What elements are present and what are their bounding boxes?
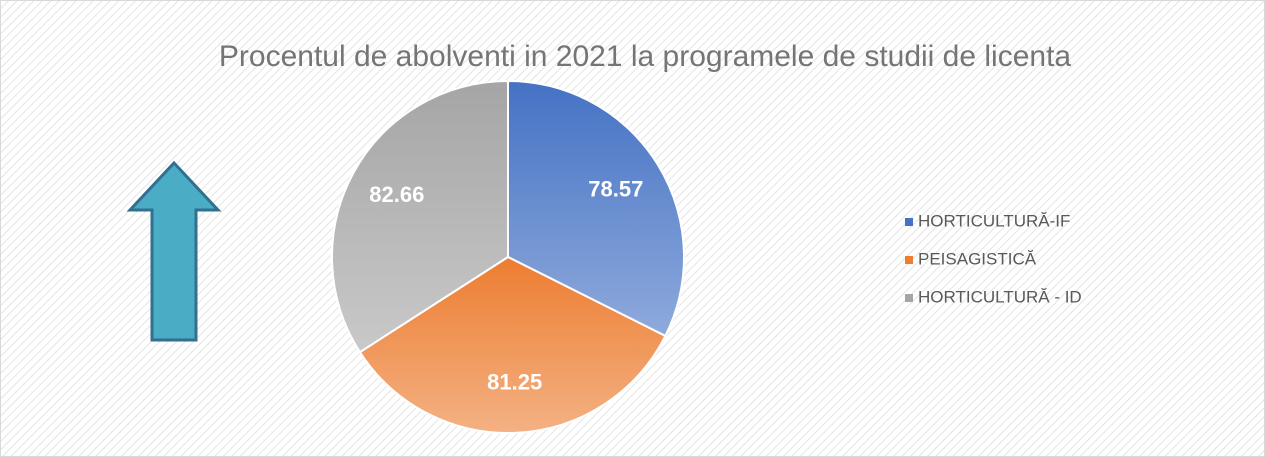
pie-slice [358, 255, 667, 434]
legend-swatch [905, 218, 913, 226]
pie-slice [331, 79, 509, 354]
chart-title: Procentul de abolventi in 2021 la progra… [219, 40, 1072, 73]
data-label: 82.66 [369, 182, 424, 207]
data-label: 78.57 [588, 176, 643, 201]
pie-slice [507, 79, 685, 338]
legend-label: HORTICULTURĂ-IF [918, 211, 1070, 230]
arrow-icon [126, 160, 222, 342]
data-label: 81.25 [487, 369, 542, 394]
legend-swatch [905, 256, 913, 264]
legend-label: HORTICULTURĂ - ID [918, 287, 1082, 306]
legend-swatch [905, 294, 913, 302]
legend-label: PEISAGISTICĂ [918, 249, 1037, 268]
